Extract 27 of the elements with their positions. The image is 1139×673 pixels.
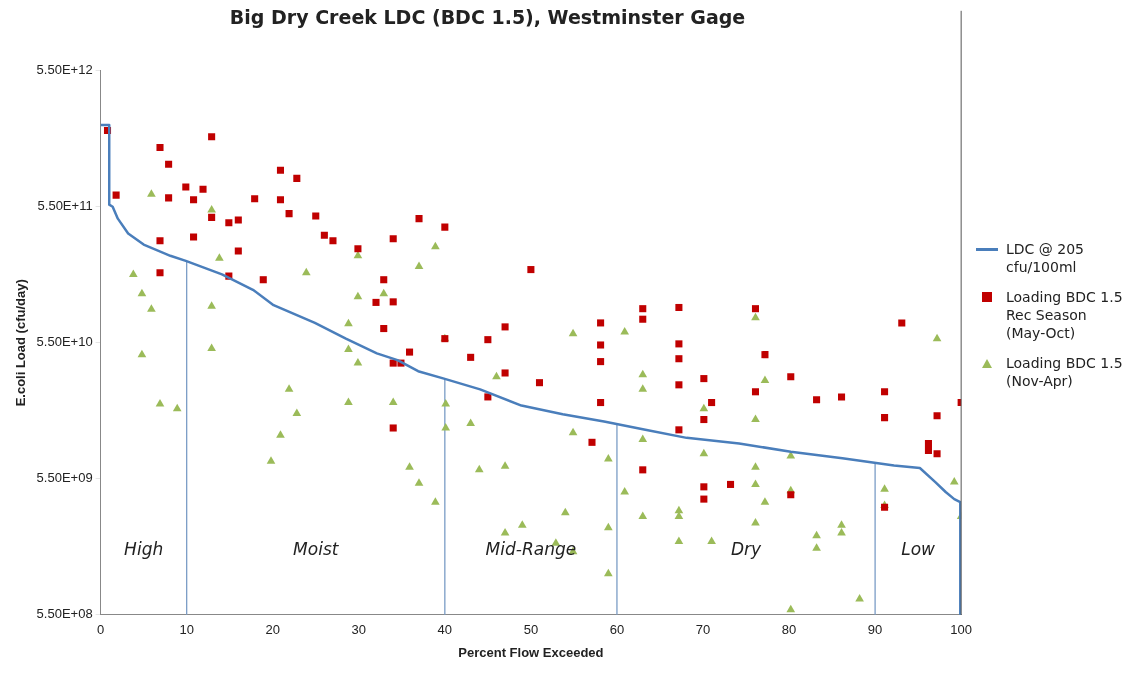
- x-tick-label: 50: [523, 622, 539, 638]
- y-tick-label: 5.50E+10: [36, 334, 93, 350]
- annotation: Dry: [730, 539, 763, 560]
- y-tick-label: 5.50E+11: [37, 198, 93, 214]
- x-tick-label: 20: [265, 622, 280, 638]
- x-tick-label: 70: [695, 622, 711, 638]
- annotation: Mid-Range: [485, 539, 577, 560]
- x-tick-label: 100: [950, 622, 973, 638]
- annotation: Low: [901, 539, 936, 560]
- annotation: High: [124, 539, 164, 560]
- legend-label: Loading BDC 1.5 Rec Season (May-Oct): [1006, 288, 1124, 342]
- chart-title: Big Dry Creek LDC (BDC 1.5), Westminster Gage: [229, 6, 746, 29]
- y-tick-label: 5.50E+12: [36, 62, 93, 78]
- x-tick-label: 10: [179, 622, 194, 638]
- x-tick-label: 40: [437, 622, 453, 638]
- x-tick-label: 80: [781, 622, 797, 638]
- y-axis-title: E.coli Load (cfu/day): [13, 279, 29, 407]
- x-tick-label: 30: [351, 622, 367, 638]
- legend-label: Loading BDC 1.5 (Nov-Apr): [1006, 354, 1124, 390]
- legend-label: LDC @ 205 cfu/100ml: [1006, 240, 1085, 276]
- y-tick-label: 5.50E+08: [36, 606, 93, 622]
- x-axis-title: Percent Flow Exceeded: [458, 644, 604, 660]
- x-tick-label: 60: [609, 622, 625, 638]
- x-tick-label: 90: [867, 622, 883, 638]
- y-tick-label: 5.50E+09: [36, 470, 93, 486]
- x-tick-label: 0: [97, 622, 105, 638]
- annotation: Moist: [293, 539, 340, 560]
